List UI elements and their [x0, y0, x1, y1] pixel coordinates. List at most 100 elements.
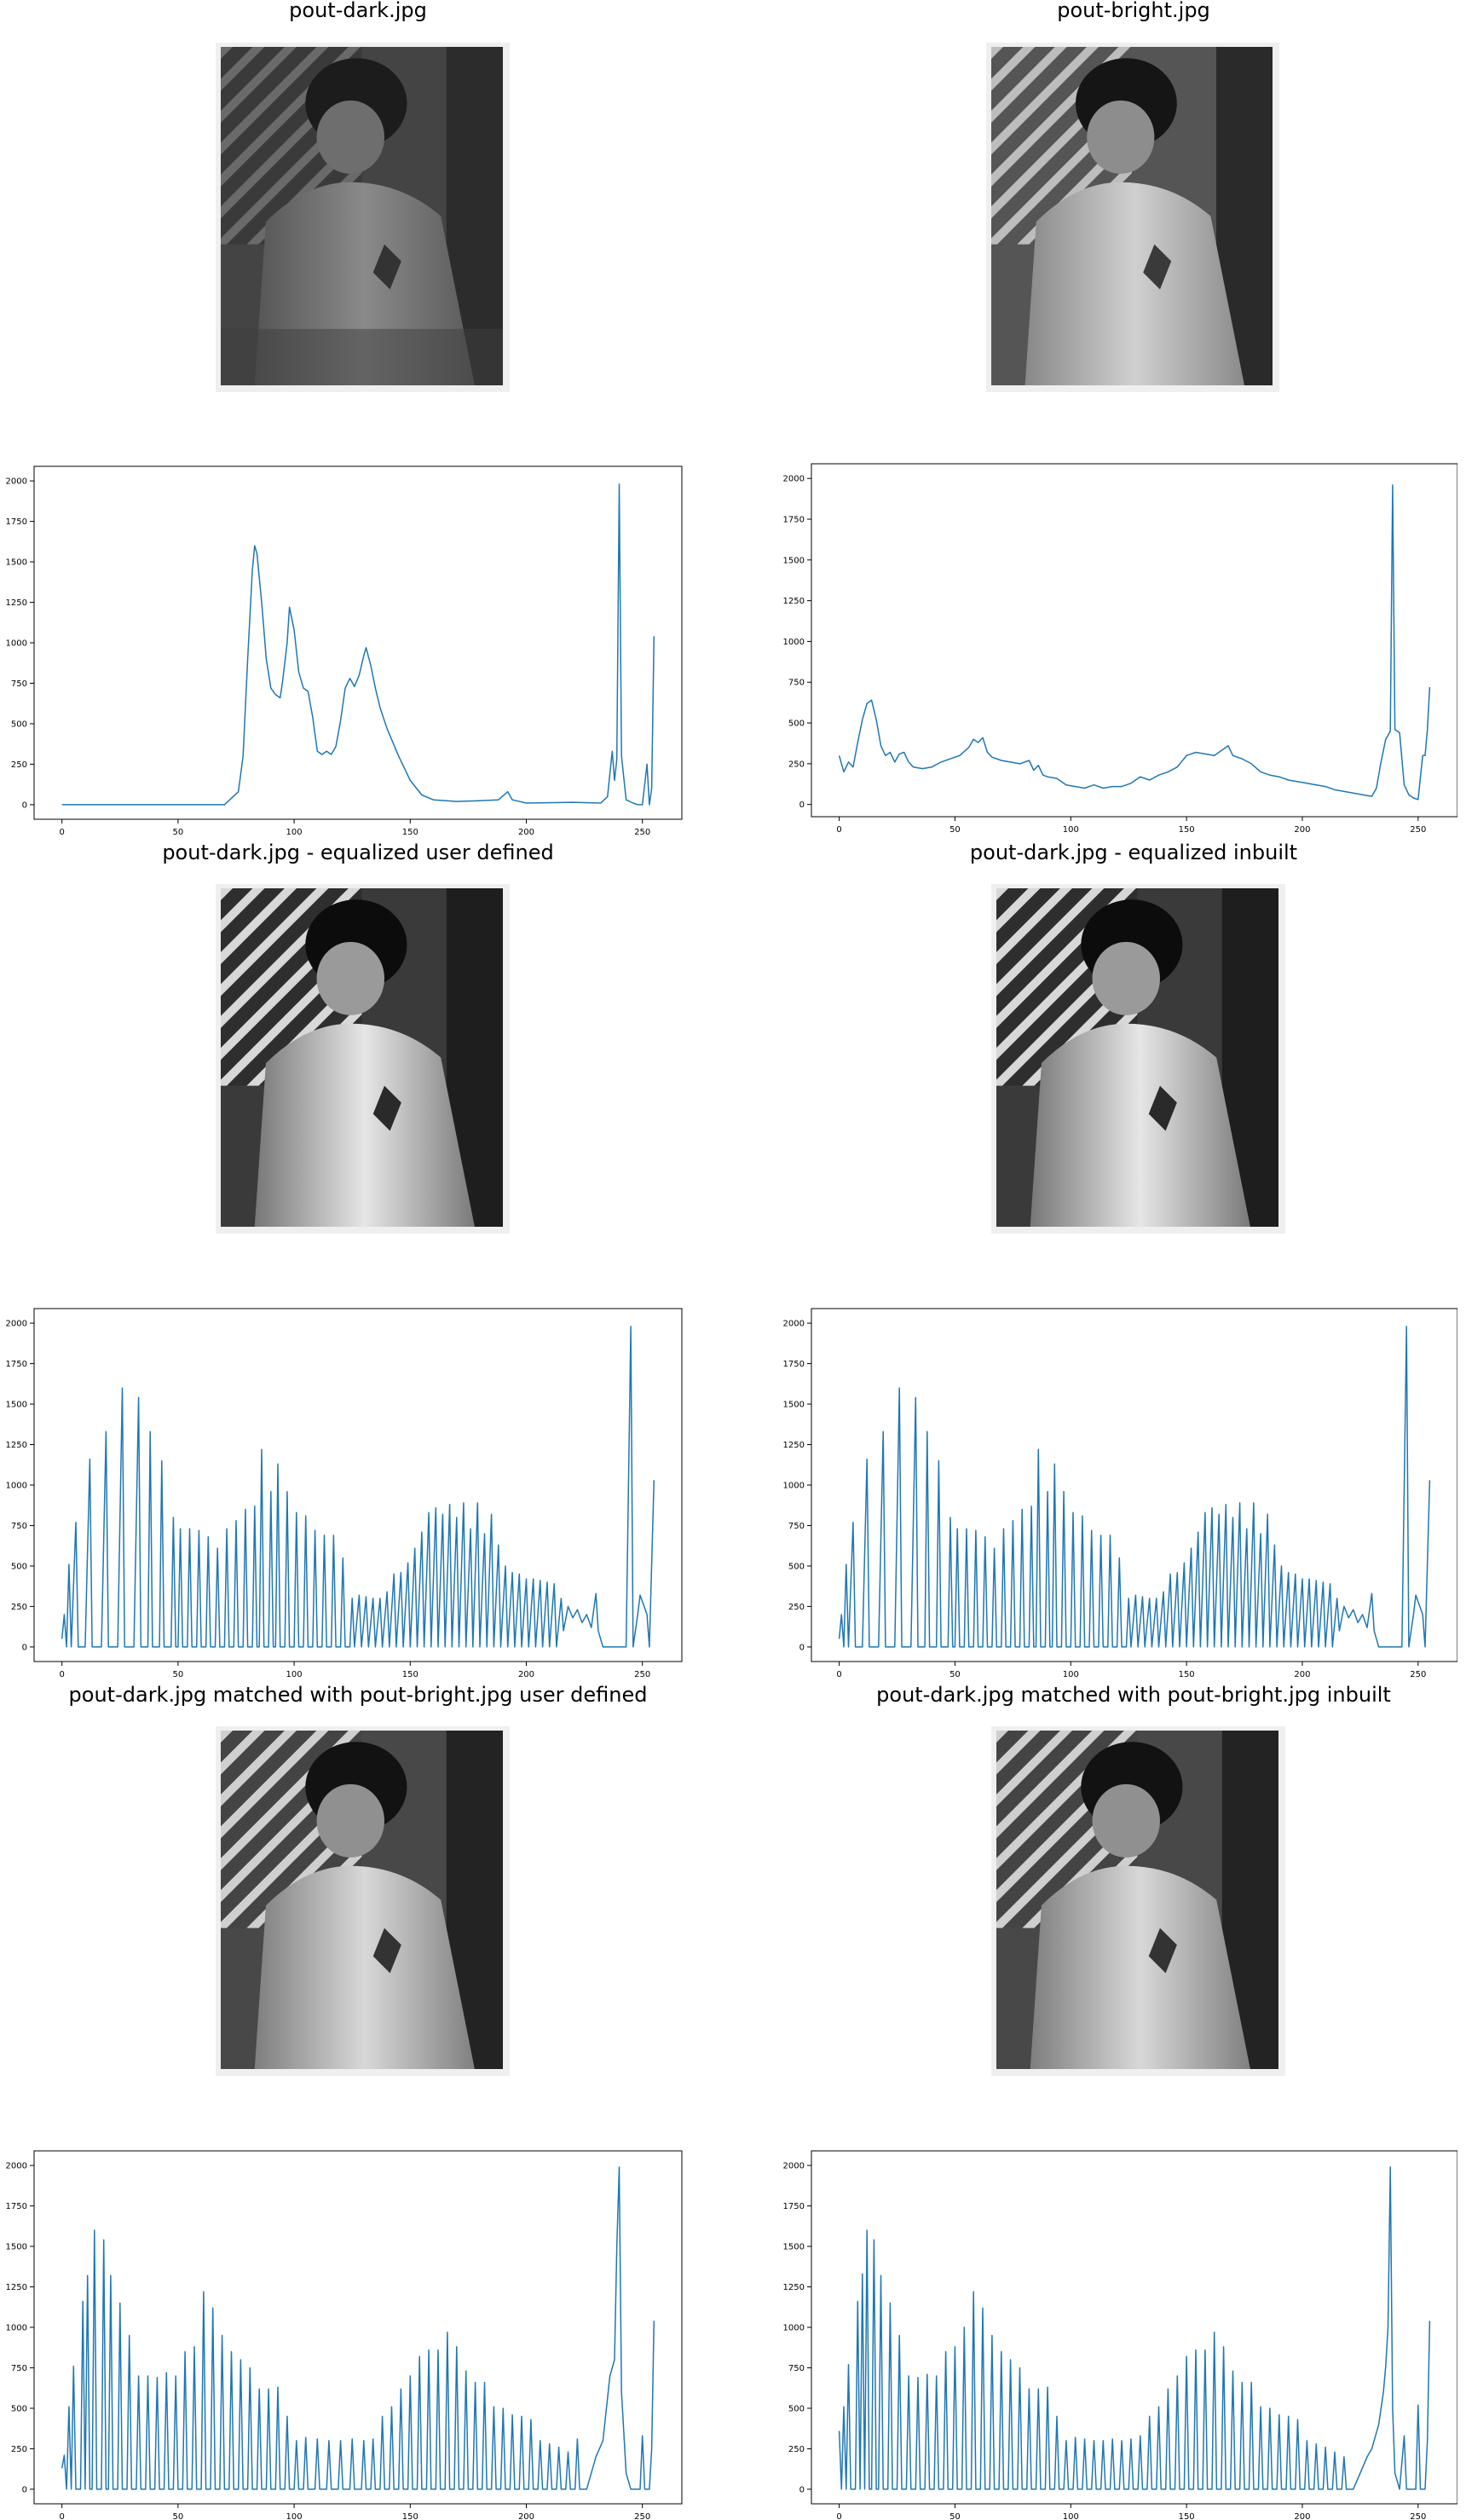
photo-matched-user-defined	[216, 1726, 510, 2076]
x-tick-label: 100	[286, 1670, 303, 1678]
y-tick-label: 2000	[783, 2162, 805, 2171]
x-tick-label: 50	[173, 2512, 184, 2520]
y-tick-label: 1250	[783, 1441, 805, 1450]
x-tick-label: 0	[836, 825, 841, 835]
y-tick-label: 1250	[6, 2283, 27, 2292]
y-tick-label: 0	[22, 801, 27, 810]
photo-content	[991, 47, 1273, 385]
histogram-pout-bright: 0 50 100 150 200 250 0 250 500 750 1000 1250 1500 175…	[783, 463, 1457, 835]
y-tick-label: 250	[11, 1603, 27, 1612]
y-tick-label: 750	[11, 1522, 27, 1531]
x-tick-label: 150	[1179, 2512, 1195, 2520]
y-tick-label: 750	[11, 679, 27, 689]
y-tick-label: 1000	[6, 639, 27, 649]
y-tick-label: 1750	[6, 517, 27, 527]
x-tick-label: 200	[1294, 1670, 1310, 1678]
y-tick-label: 2000	[783, 1320, 805, 1329]
y-tick-label: 1500	[6, 2243, 27, 2252]
histogram-line	[61, 1326, 655, 1648]
y-tick-label: 250	[788, 760, 805, 769]
x-tick-label: 100	[1063, 1670, 1079, 1678]
x-tick-label: 150	[1179, 1670, 1195, 1678]
x-tick-label: 250	[634, 2512, 650, 2520]
photo-equalized-inbuilt	[991, 884, 1285, 1234]
x-tick-label: 50	[173, 828, 184, 835]
axes-frame	[811, 463, 1457, 818]
x-tick-label: 200	[518, 1670, 534, 1678]
y-tick-label: 1750	[783, 2202, 805, 2211]
x-tick-label: 150	[1179, 825, 1195, 835]
y-tick-label: 1000	[6, 1482, 27, 1491]
y-tick-label: 1250	[6, 1441, 27, 1450]
x-tick-label: 50	[949, 825, 961, 835]
y-tick-label: 0	[799, 2485, 805, 2494]
photo-image	[221, 1731, 503, 2069]
y-tick-label: 1500	[6, 558, 27, 568]
x-tick-label: 0	[60, 828, 65, 835]
y-tick-label: 0	[799, 801, 805, 810]
photo-pout-dark	[216, 43, 510, 392]
histogram-equalized-inbuilt: 0 50 100 150 200 250 0 250 500 750 1000 1250 1500 175…	[783, 1308, 1457, 1678]
axes-frame	[811, 2150, 1457, 2505]
x-tick-label: 250	[634, 828, 650, 835]
y-tick-label: 1750	[783, 516, 805, 525]
histogram-line	[61, 483, 655, 806]
histogram-matched-user-defined: 0 50 100 150 200 250 0 250 500 750 1000 1250 1500 175…	[6, 2150, 683, 2520]
x-tick-label: 0	[60, 1670, 65, 1678]
y-tick-label: 750	[788, 1522, 805, 1531]
x-tick-label: 250	[634, 1670, 650, 1678]
panel-title-equalized-inbuilt: pout-dark.jpg - equalized inbuilt	[969, 841, 1298, 864]
photo-image	[996, 1731, 1278, 2069]
x-tick-label: 100	[286, 828, 303, 835]
axes-frame	[33, 465, 683, 820]
photo-content	[221, 1731, 503, 2069]
y-tick-label: 1500	[783, 1401, 805, 1410]
y-tick-label: 750	[11, 2364, 27, 2373]
y-tick-label: 250	[788, 1603, 805, 1612]
y-tick-label: 500	[11, 720, 27, 729]
x-tick-label: 200	[518, 2512, 534, 2520]
histogram-pout-dark: 0 50 100 150 200 250 0 250 500 750 1000 1250 1500 175…	[6, 465, 683, 835]
histogram-matched-inbuilt: 0 50 100 150 200 250 0 250 500 750 1000 1250 1500 175…	[783, 2150, 1457, 2520]
y-tick-label: 1000	[783, 638, 805, 647]
x-tick-label: 200	[518, 828, 534, 835]
y-tick-label: 1500	[783, 2243, 805, 2252]
y-tick-label: 0	[22, 1643, 27, 1652]
y-tick-label: 1750	[783, 1360, 805, 1369]
x-tick-label: 0	[836, 1670, 841, 1678]
histogram-line	[61, 2166, 655, 2490]
y-tick-label: 500	[11, 2404, 27, 2413]
photo-matched-inbuilt	[991, 1726, 1285, 2076]
histogram-line	[838, 2166, 1431, 2490]
panel-title-pout-dark: pout-dark.jpg	[289, 0, 427, 22]
y-tick-label: 1250	[6, 598, 27, 608]
y-tick-label: 1000	[783, 1482, 805, 1491]
x-tick-label: 250	[1410, 2512, 1426, 2520]
x-tick-label: 150	[402, 2512, 418, 2520]
x-tick-label: 0	[60, 2512, 65, 2520]
y-tick-label: 1750	[6, 1360, 27, 1369]
panel-title-pout-bright: pout-bright.jpg	[1057, 0, 1210, 22]
histogram-line	[838, 484, 1431, 801]
panel-title-matched-inbuilt: pout-dark.jpg matched with pout-bright.j…	[876, 1683, 1391, 1707]
x-tick-label: 50	[949, 2512, 961, 2520]
photo-equalized-user-defined	[216, 884, 510, 1234]
histogram-equalized-user-defined: 0 50 100 150 200 250 0 250 500 750 1000 1250 1500 175…	[6, 1308, 683, 1678]
y-tick-label: 250	[11, 2445, 27, 2454]
y-tick-label: 250	[788, 2445, 805, 2454]
photo-content	[221, 888, 503, 1227]
y-tick-label: 0	[22, 2485, 27, 2494]
y-tick-label: 1750	[6, 2202, 27, 2211]
x-tick-label: 50	[949, 1670, 961, 1678]
photo-image	[996, 888, 1278, 1227]
photo-image	[221, 47, 503, 385]
y-tick-label: 1250	[783, 2283, 805, 2292]
y-tick-label: 2000	[6, 1320, 27, 1329]
y-tick-label: 1250	[783, 597, 805, 606]
x-tick-label: 0	[836, 2512, 841, 2520]
y-tick-label: 1000	[783, 2324, 805, 2333]
x-tick-label: 150	[402, 1670, 418, 1678]
x-tick-label: 100	[1063, 2512, 1079, 2520]
x-tick-label: 150	[402, 828, 418, 835]
y-tick-label: 500	[788, 2404, 805, 2413]
